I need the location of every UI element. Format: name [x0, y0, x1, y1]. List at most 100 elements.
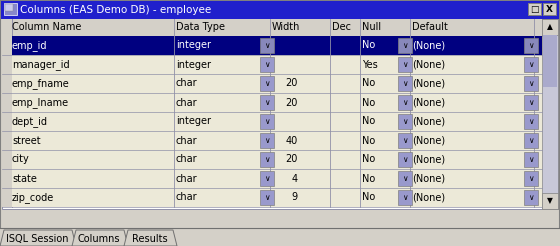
Text: ISQL Session: ISQL Session — [6, 234, 68, 244]
Bar — [12, 112, 542, 131]
Text: 20: 20 — [286, 78, 298, 89]
Text: (None): (None) — [412, 78, 445, 89]
Text: ∨: ∨ — [264, 117, 270, 126]
Text: char: char — [176, 78, 198, 89]
Bar — [260, 171, 274, 186]
Bar — [12, 74, 542, 93]
Text: ∨: ∨ — [402, 193, 408, 202]
Bar — [260, 152, 274, 167]
Text: Data Type: Data Type — [176, 22, 225, 32]
Text: ∨: ∨ — [528, 155, 534, 164]
Bar — [524, 152, 538, 167]
Text: (None): (None) — [412, 117, 445, 126]
Text: (None): (None) — [412, 154, 445, 165]
Text: ∨: ∨ — [528, 174, 534, 183]
Text: ∨: ∨ — [528, 79, 534, 88]
Text: ∨: ∨ — [402, 98, 408, 107]
Polygon shape — [72, 230, 128, 246]
Bar — [260, 190, 274, 205]
Bar — [12, 131, 542, 150]
Text: (None): (None) — [412, 136, 445, 145]
Text: Columns (EAS Demo DB) - employee: Columns (EAS Demo DB) - employee — [20, 5, 211, 15]
Text: ∨: ∨ — [264, 174, 270, 183]
Text: integer: integer — [176, 117, 211, 126]
Text: ∨: ∨ — [528, 98, 534, 107]
Bar — [4, 3, 17, 15]
Text: 9: 9 — [292, 193, 298, 202]
Text: Results: Results — [132, 234, 167, 244]
Text: 20: 20 — [286, 97, 298, 108]
Bar — [260, 38, 274, 53]
Bar — [524, 114, 538, 129]
Text: ∨: ∨ — [264, 193, 270, 202]
Text: 20: 20 — [286, 154, 298, 165]
Text: Column Name: Column Name — [12, 22, 81, 32]
Text: emp_lname: emp_lname — [12, 97, 69, 108]
Bar — [0, 228, 560, 246]
Text: Yes: Yes — [362, 60, 378, 70]
Bar — [398, 95, 412, 110]
Text: integer: integer — [176, 41, 211, 50]
Bar — [12, 93, 542, 112]
Text: emp_id: emp_id — [12, 40, 48, 51]
Text: Default: Default — [412, 22, 448, 32]
Text: No: No — [362, 154, 375, 165]
Text: Dec: Dec — [332, 22, 351, 32]
Bar — [524, 76, 538, 91]
Text: emp_fname: emp_fname — [12, 78, 70, 89]
Text: (None): (None) — [412, 193, 445, 202]
Text: street: street — [12, 136, 41, 145]
Text: ∨: ∨ — [402, 155, 408, 164]
Bar — [524, 38, 538, 53]
Text: char: char — [176, 154, 198, 165]
Bar — [260, 57, 274, 72]
Text: (None): (None) — [412, 97, 445, 108]
Bar — [398, 114, 412, 129]
Text: char: char — [176, 193, 198, 202]
Text: ∨: ∨ — [264, 41, 270, 50]
Bar — [542, 19, 558, 35]
Bar — [2, 19, 558, 209]
Bar — [528, 3, 541, 15]
Text: X: X — [546, 5, 553, 14]
Bar — [260, 114, 274, 129]
Text: 4: 4 — [292, 173, 298, 184]
Text: ∨: ∨ — [402, 60, 408, 69]
Text: char: char — [176, 97, 198, 108]
Text: ∨: ∨ — [528, 41, 534, 50]
Text: Columns: Columns — [78, 234, 120, 244]
Text: manager_id: manager_id — [12, 59, 69, 70]
Text: ∨: ∨ — [264, 136, 270, 145]
Bar — [260, 76, 274, 91]
Bar — [260, 95, 274, 110]
Text: zip_code: zip_code — [12, 192, 54, 203]
Bar — [398, 152, 412, 167]
Bar — [260, 133, 274, 148]
Bar — [542, 193, 558, 209]
Bar — [12, 150, 542, 169]
Bar — [524, 171, 538, 186]
Text: ∨: ∨ — [264, 60, 270, 69]
Text: city: city — [12, 154, 30, 165]
Text: ∨: ∨ — [528, 136, 534, 145]
Text: ▼: ▼ — [547, 197, 553, 205]
Bar — [398, 171, 412, 186]
Text: ∨: ∨ — [264, 155, 270, 164]
Bar — [2, 19, 542, 36]
Polygon shape — [124, 230, 177, 246]
Bar — [542, 19, 558, 209]
Text: ∨: ∨ — [528, 193, 534, 202]
Bar — [12, 188, 542, 207]
Text: ▲: ▲ — [547, 22, 553, 31]
Bar — [1, 1, 559, 19]
Text: ∨: ∨ — [264, 98, 270, 107]
Text: char: char — [176, 173, 198, 184]
Text: ∨: ∨ — [402, 117, 408, 126]
Text: ∨: ∨ — [528, 60, 534, 69]
Text: ∨: ∨ — [264, 79, 270, 88]
Text: 40: 40 — [286, 136, 298, 145]
Text: char: char — [176, 136, 198, 145]
Polygon shape — [0, 230, 76, 246]
Text: No: No — [362, 136, 375, 145]
Text: dept_id: dept_id — [12, 116, 48, 127]
